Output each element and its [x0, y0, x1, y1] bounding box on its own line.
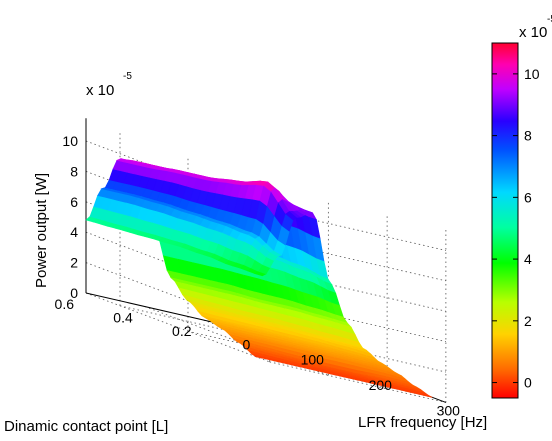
- z-tick-label: 4: [70, 224, 78, 240]
- x-tick-label: 200: [369, 377, 393, 393]
- x-axis-label: LFR frequency [Hz]: [358, 414, 487, 431]
- grid-line: [269, 361, 446, 403]
- colorbar-tick-label: 0: [524, 375, 532, 391]
- y-tick-label: 0: [242, 337, 250, 353]
- z-multiplier-exponent: -5: [123, 71, 132, 82]
- y-tick-label: 0.4: [113, 310, 133, 326]
- z-tick-label: 10: [62, 133, 78, 149]
- y-axis-label: Dinamic contact point [L]: [4, 418, 168, 435]
- surface: [85, 158, 433, 398]
- z-tick-label: 0: [70, 285, 78, 301]
- grid-line: [269, 300, 446, 343]
- colorbar-gradient: [491, 42, 519, 399]
- surface-patch: [420, 393, 433, 398]
- colorbar-tick-label: 6: [524, 189, 532, 205]
- grid-line: [269, 209, 446, 251]
- colorbar-multiplier: x 10: [519, 24, 547, 41]
- y-tick-label: 0.6: [55, 296, 75, 312]
- grid-line: [269, 270, 446, 312]
- z-tick-label: 2: [70, 255, 78, 271]
- z-multiplier: x 10: [86, 82, 114, 99]
- z-tick-label: 6: [70, 194, 78, 210]
- grid-line: [119, 305, 297, 347]
- colorbar-tick-label: 2: [524, 313, 532, 329]
- colorbar-ticks: 10 8 6 4 2 0: [492, 66, 540, 391]
- grid-line: [85, 292, 270, 363]
- grid-line: [269, 239, 446, 282]
- colorbar-tick-label: 8: [524, 128, 532, 144]
- colorbar-multiplier-exponent: -5: [547, 14, 552, 25]
- z-tick-label: 8: [70, 163, 78, 179]
- x-tick-label: 300: [437, 402, 461, 418]
- colorbar-tick-label: 4: [524, 251, 532, 267]
- y-tick-label: 0.2: [172, 323, 192, 339]
- colorbar: 10 8 6 4 2 0 x 10 -5: [491, 14, 552, 399]
- z-axis-label: Power output [W]: [33, 173, 50, 288]
- colorbar-tick-label: 10: [524, 66, 540, 82]
- x-tick-label: 100: [301, 351, 325, 367]
